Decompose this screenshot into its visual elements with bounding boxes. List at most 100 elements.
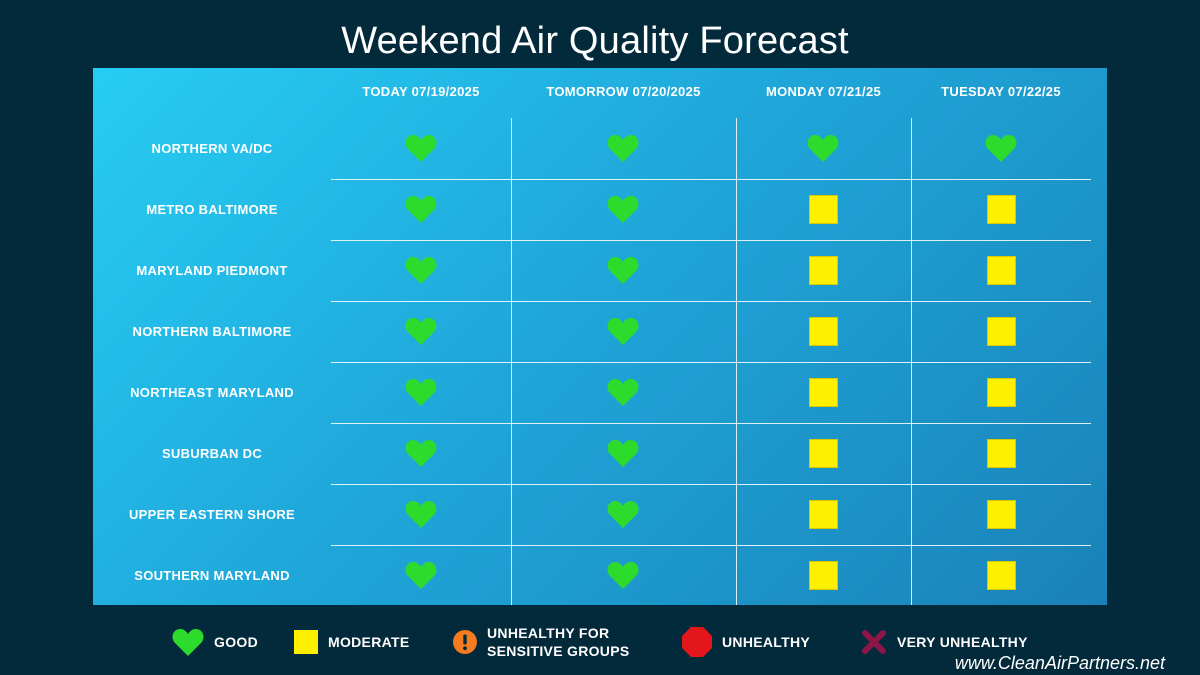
row-label: SUBURBAN DC — [161, 445, 263, 461]
heart-icon — [405, 440, 437, 467]
legend-label-moderate: MODERATE — [328, 634, 410, 650]
rating-cell — [793, 423, 853, 483]
rating-cell — [593, 545, 653, 605]
rating-cell — [593, 301, 653, 361]
heart-icon — [607, 501, 639, 528]
square-icon — [808, 499, 838, 529]
row-label: UPPER EASTERN SHORE — [128, 506, 296, 522]
heart-icon — [807, 135, 839, 162]
forecast-table: TODAY 07/19/2025 TOMORROW 07/20/2025 MON… — [93, 68, 1107, 605]
rating-cell — [793, 240, 853, 300]
row-divider — [331, 179, 1091, 180]
rating-cell — [391, 301, 451, 361]
rating-cell — [971, 301, 1031, 361]
heart-icon — [405, 257, 437, 284]
square-icon — [808, 438, 838, 468]
rating-cell — [971, 240, 1031, 300]
rating-cell — [971, 423, 1031, 483]
exclamation-icon — [453, 630, 477, 654]
rating-cell — [793, 179, 853, 239]
rating-cell — [971, 179, 1031, 239]
heart-icon — [405, 196, 437, 223]
row-divider — [331, 423, 1091, 424]
column-divider — [736, 118, 737, 605]
heart-icon — [607, 318, 639, 345]
square-icon — [808, 316, 838, 346]
row-label: SOUTHERN MARYLAND — [134, 567, 290, 583]
stop-sign-icon — [682, 627, 712, 657]
square-icon — [986, 438, 1016, 468]
square-icon — [986, 377, 1016, 407]
legend-label-usg-line1: UNHEALTHY FOR — [487, 625, 610, 641]
heart-icon — [607, 379, 639, 406]
row-divider — [331, 545, 1091, 546]
square-icon — [986, 194, 1016, 224]
row-divider — [331, 362, 1091, 363]
rating-cell — [793, 301, 853, 361]
rating-cell — [391, 362, 451, 422]
heart-icon — [405, 318, 437, 345]
rating-cell — [793, 545, 853, 605]
rating-cell — [793, 484, 853, 544]
square-icon — [808, 194, 838, 224]
square-icon — [808, 377, 838, 407]
heart-icon — [405, 379, 437, 406]
column-header-today: TODAY 07/19/2025 — [362, 84, 480, 99]
legend-good: GOOD — [172, 622, 258, 662]
legend-very-unhealthy: VERY UNHEALTHY — [861, 622, 1028, 662]
square-icon — [808, 255, 838, 285]
rating-cell — [593, 179, 653, 239]
rating-cell — [793, 362, 853, 422]
row-divider — [331, 484, 1091, 485]
column-header-monday: MONDAY 07/21/25 — [765, 84, 882, 99]
legend-label-usg-line2: SENSITIVE GROUPS — [487, 643, 630, 659]
rating-cell — [391, 118, 451, 178]
rating-cell — [391, 484, 451, 544]
legend-moderate: MODERATE — [294, 622, 409, 662]
heart-icon — [405, 135, 437, 162]
legend-label-very-unhealthy: VERY UNHEALTHY — [897, 634, 1028, 650]
legend-label-usg: UNHEALTHY FOR SENSITIVE GROUPS — [487, 624, 630, 660]
rating-cell — [593, 484, 653, 544]
row-divider — [331, 301, 1091, 302]
rating-cell — [391, 423, 451, 483]
rating-cell — [593, 362, 653, 422]
rating-cell — [971, 484, 1031, 544]
row-label: METRO BALTIMORE — [146, 201, 278, 217]
rating-cell — [593, 118, 653, 178]
rating-cell — [593, 423, 653, 483]
heart-icon — [405, 562, 437, 589]
row-label: NORTHERN VA/DC — [151, 140, 273, 156]
row-divider — [331, 240, 1091, 241]
heart-icon — [172, 629, 204, 656]
rating-cell — [391, 240, 451, 300]
footer-url: www.CleanAirPartners.net — [954, 653, 1165, 673]
page-title: Weekend Air Quality Forecast — [341, 20, 849, 62]
square-icon — [986, 499, 1016, 529]
square-icon — [808, 560, 838, 590]
heart-icon — [607, 257, 639, 284]
x-mark-icon — [862, 630, 886, 654]
legend-label-unhealthy: UNHEALTHY — [722, 634, 810, 650]
row-label: NORTHEAST MARYLAND — [130, 384, 294, 400]
heart-icon — [405, 501, 437, 528]
heart-icon — [607, 196, 639, 223]
legend-usg: UNHEALTHY FOR SENSITIVE GROUPS — [453, 622, 630, 662]
square-icon — [986, 560, 1016, 590]
rating-cell — [971, 362, 1031, 422]
square-icon — [986, 316, 1016, 346]
square-icon — [986, 255, 1016, 285]
heart-icon — [985, 135, 1017, 162]
column-divider — [511, 118, 512, 605]
row-label: NORTHERN BALTIMORE — [132, 323, 292, 339]
column-header-tuesday: TUESDAY 07/22/25 — [941, 84, 1061, 99]
square-icon — [294, 630, 318, 654]
rating-cell — [391, 545, 451, 605]
legend-unhealthy: UNHEALTHY — [682, 622, 810, 662]
rating-cell — [593, 240, 653, 300]
heart-icon — [607, 562, 639, 589]
rating-cell — [971, 118, 1031, 178]
column-divider — [911, 118, 912, 605]
rating-cell — [391, 179, 451, 239]
heart-icon — [607, 440, 639, 467]
